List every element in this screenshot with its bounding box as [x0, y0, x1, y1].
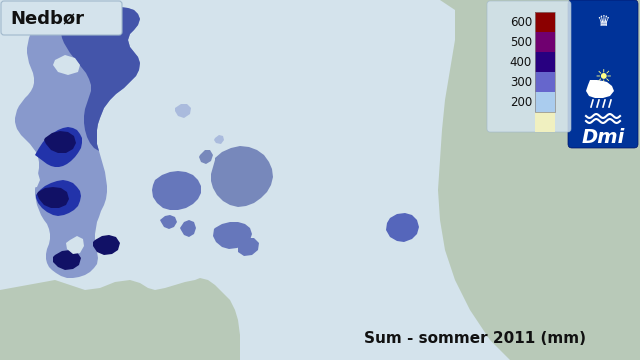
FancyBboxPatch shape — [1, 1, 122, 35]
Polygon shape — [53, 55, 80, 75]
Text: ♛: ♛ — [596, 14, 610, 29]
Text: Sum - sommer 2011 (mm): Sum - sommer 2011 (mm) — [364, 331, 586, 346]
Text: ☀: ☀ — [595, 68, 612, 87]
Polygon shape — [199, 150, 213, 164]
Polygon shape — [214, 135, 224, 144]
Polygon shape — [93, 235, 120, 255]
Text: ⛅: ⛅ — [595, 73, 611, 97]
Bar — [535, 112, 555, 132]
Text: 300: 300 — [510, 76, 532, 89]
Bar — [535, 92, 555, 112]
Polygon shape — [61, 7, 140, 151]
Text: Nedbør: Nedbør — [10, 9, 84, 27]
Bar — [535, 52, 555, 72]
Polygon shape — [66, 236, 84, 254]
Polygon shape — [213, 222, 252, 249]
Bar — [535, 12, 555, 32]
FancyBboxPatch shape — [487, 1, 571, 132]
Polygon shape — [35, 127, 82, 167]
Polygon shape — [37, 187, 69, 208]
Polygon shape — [211, 146, 273, 207]
Polygon shape — [175, 104, 191, 118]
Text: 500: 500 — [510, 36, 532, 49]
Polygon shape — [0, 278, 240, 360]
Polygon shape — [160, 215, 177, 229]
Bar — [535, 32, 555, 52]
Polygon shape — [238, 238, 259, 256]
Polygon shape — [586, 80, 614, 98]
Polygon shape — [180, 220, 196, 237]
FancyBboxPatch shape — [568, 0, 638, 148]
Text: 400: 400 — [509, 55, 532, 68]
Text: 600: 600 — [509, 15, 532, 28]
Polygon shape — [152, 171, 201, 210]
Polygon shape — [53, 250, 81, 270]
Text: Dmi: Dmi — [581, 128, 625, 147]
Polygon shape — [36, 180, 81, 216]
Polygon shape — [386, 213, 419, 242]
Bar — [535, 12, 555, 112]
Polygon shape — [300, 0, 640, 360]
Polygon shape — [44, 131, 76, 153]
Text: 200: 200 — [509, 95, 532, 108]
Polygon shape — [15, 7, 140, 278]
Bar — [535, 72, 555, 92]
Polygon shape — [23, 170, 40, 188]
